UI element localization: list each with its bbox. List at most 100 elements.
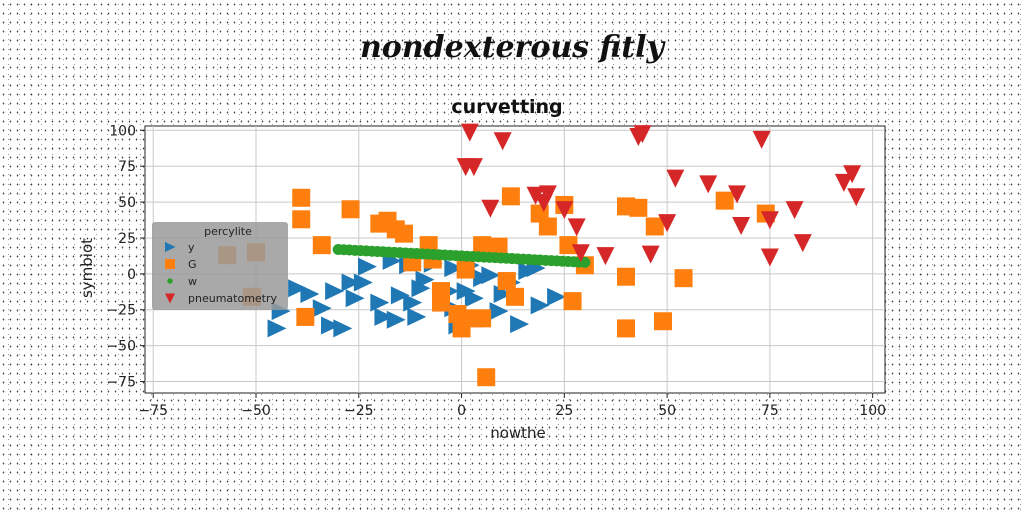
x-tick-label: 0 [457, 403, 466, 419]
data-point-y [530, 296, 550, 315]
chart-title: curvetting [451, 96, 562, 118]
y-tick-label: −25 [106, 303, 136, 319]
y-tick-label: 100 [109, 123, 136, 139]
data-point-G [563, 292, 582, 311]
data-point-G [715, 191, 734, 210]
axis-ticks: −75 −50 −25 0 25 50 75 100 −75 −50 −25 0 25 50 75 100 [106, 123, 886, 419]
data-point-y [300, 284, 320, 303]
data-point-pneumatometry [752, 130, 771, 149]
data-point-G [497, 272, 516, 291]
data-point-y [407, 307, 427, 326]
data-point-y [403, 293, 423, 312]
y-tick-label: −50 [106, 339, 136, 355]
data-point-pneumatometry [596, 247, 615, 266]
legend-title: percylite [204, 225, 252, 238]
data-point-w [579, 256, 591, 268]
data-point-pneumatometry [464, 158, 483, 177]
x-tick-label: −75 [138, 403, 168, 419]
legend-marker-G [165, 259, 175, 269]
data-marks [218, 123, 866, 387]
legend-marker-pneumatometry [165, 293, 175, 304]
data-point-pneumatometry [793, 234, 812, 253]
data-point-pneumatometry [699, 175, 718, 194]
data-point-y [267, 319, 287, 338]
y-axis-label: symbiot [78, 238, 96, 298]
data-point-y [547, 287, 567, 306]
data-point-y [481, 266, 501, 285]
data-point-pneumatometry [555, 201, 574, 220]
data-point-y [341, 273, 361, 292]
legend-label-pneumatometry: pneumatometry [188, 292, 278, 305]
data-point-y [390, 286, 410, 305]
series-pneumatometry [456, 123, 866, 267]
data-point-G [629, 198, 648, 217]
data-point-pneumatometry [666, 169, 685, 188]
series-w [332, 243, 591, 268]
legend-marker-y [165, 242, 176, 252]
series-y [267, 251, 567, 338]
legend-label-y: y [188, 241, 195, 254]
legend-label-G: G [188, 258, 197, 271]
data-point-G [501, 187, 520, 206]
data-point-pneumatometry [481, 199, 500, 218]
data-point-G [312, 236, 331, 255]
data-point-G [559, 236, 578, 255]
data-point-G [395, 224, 413, 243]
data-point-G [538, 217, 557, 236]
data-point-y [444, 259, 464, 278]
data-point-y [325, 282, 345, 301]
data-point-G [292, 188, 311, 207]
legend-label-w: w [188, 275, 197, 288]
data-point-y [370, 293, 390, 312]
y-tick-label: 0 [127, 267, 136, 283]
legend-marker-w [167, 278, 173, 284]
data-point-G [341, 200, 360, 219]
x-tick-label: −50 [241, 403, 271, 419]
data-point-y [464, 289, 484, 308]
data-point-y [386, 310, 406, 329]
data-point-y [321, 316, 340, 335]
data-point-pneumatometry [571, 244, 590, 263]
data-point-G [617, 267, 635, 286]
data-point-pneumatometry [493, 132, 512, 151]
data-point-pneumatometry [567, 218, 586, 237]
data-point-G [654, 312, 672, 331]
data-point-y [345, 289, 365, 308]
legend: percylite yGw pneumatometry [152, 222, 288, 310]
data-point-G [645, 217, 664, 236]
data-point-y [489, 302, 509, 321]
data-point-G [489, 237, 508, 256]
data-point-G [292, 210, 311, 229]
data-point-pneumatometry [538, 185, 557, 204]
data-point-G [456, 260, 475, 279]
data-point-y [374, 307, 394, 326]
data-point-G [473, 236, 492, 255]
data-point-pneumatometry [760, 248, 779, 267]
x-tick-label: −25 [344, 403, 374, 419]
x-tick-label: 75 [761, 403, 779, 419]
data-point-G [432, 293, 450, 312]
x-axis-label: nowthe [490, 424, 546, 442]
data-point-y [333, 319, 353, 338]
data-point-pneumatometry [641, 245, 660, 264]
data-point-pneumatometry [658, 214, 677, 233]
legend-box [152, 222, 288, 310]
data-point-pneumatometry [834, 173, 853, 192]
data-point-pneumatometry [728, 185, 746, 204]
x-tick-label: 50 [658, 403, 676, 419]
data-point-y [353, 273, 373, 292]
data-point-G [617, 319, 635, 338]
data-point-G [674, 269, 693, 288]
data-point-pneumatometry [843, 165, 862, 184]
data-point-y [510, 315, 530, 334]
data-point-y [415, 270, 435, 289]
figure-suptitle: nondexterous fitly [360, 30, 664, 65]
data-point-y [288, 279, 308, 298]
data-point-G [477, 368, 496, 387]
y-tick-label: 25 [118, 231, 136, 247]
data-point-pneumatometry [732, 216, 751, 235]
y-tick-label: 50 [118, 195, 136, 211]
x-tick-label: 100 [859, 403, 886, 419]
y-tick-label: 75 [118, 159, 136, 175]
